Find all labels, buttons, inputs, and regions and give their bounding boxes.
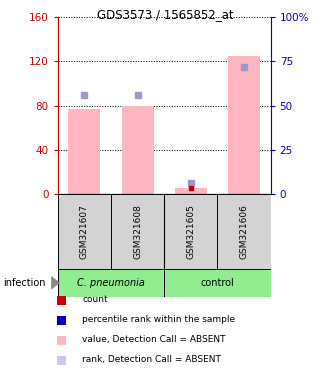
Text: control: control	[201, 278, 234, 288]
Bar	[121, 106, 153, 194]
Bar	[111, 194, 164, 269]
Text: GSM321607: GSM321607	[80, 204, 89, 259]
Bar	[164, 194, 217, 269]
Text: rank, Detection Call = ABSENT: rank, Detection Call = ABSENT	[82, 355, 221, 364]
Bar	[164, 269, 271, 297]
Text: C. pneumonia: C. pneumonia	[77, 278, 145, 288]
Bar	[175, 189, 207, 194]
Text: GSM321606: GSM321606	[240, 204, 248, 259]
Bar	[217, 194, 271, 269]
Text: GDS3573 / 1565852_at: GDS3573 / 1565852_at	[97, 8, 233, 22]
Bar	[58, 269, 164, 297]
Bar	[68, 109, 100, 194]
Text: GSM321605: GSM321605	[186, 204, 195, 259]
Text: GSM321608: GSM321608	[133, 204, 142, 259]
Text: percentile rank within the sample: percentile rank within the sample	[82, 315, 236, 324]
Text: infection: infection	[3, 278, 46, 288]
Text: count: count	[82, 295, 108, 305]
Bar	[228, 56, 260, 194]
Text: value, Detection Call = ABSENT: value, Detection Call = ABSENT	[82, 335, 226, 344]
Bar	[58, 194, 111, 269]
Polygon shape	[51, 276, 60, 290]
